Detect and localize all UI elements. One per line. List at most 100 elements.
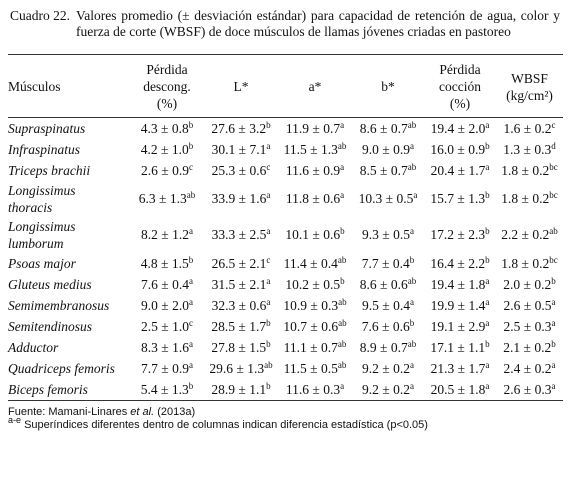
table-row: Longissimus thoracis 6.3 ± 1.3ab 33.9 ± 1.6… [8, 181, 563, 217]
cell-value: 1.6 ± 0.2 [503, 120, 552, 136]
cell-value: 17.1 ± 1.1 [430, 339, 486, 355]
value-cell: 2.5 ± 1.0c [130, 316, 204, 337]
cell-value: 8.5 ± 0.7 [359, 162, 408, 178]
significance-note: a-e Superíndices diferentes dentro de co… [8, 416, 570, 432]
muscle-name: Supraspinatus [8, 118, 130, 140]
cell-value: 11.1 ± 0.7 [283, 339, 338, 355]
header-line: (%) [156, 96, 178, 111]
cell-value: 11.4 ± 0.4 [283, 255, 338, 271]
source-text: Fuente: Mamani-Linares [8, 406, 128, 418]
cell-value: 9.0 ± 0.9 [362, 141, 410, 157]
name-line: Supraspinatus [8, 121, 86, 136]
header-line: a* [308, 79, 322, 94]
cell-superscript: ab [338, 317, 347, 328]
header-line: b* [381, 79, 395, 94]
name-line: Psoas major [8, 256, 76, 271]
name-line: lumborum [8, 236, 64, 251]
cell-value: 16.0 ± 0.9 [430, 141, 486, 157]
name-line: Adductor [8, 340, 59, 355]
value-cell: 19.4 ± 2.0a [424, 118, 496, 140]
cell-superscript: a [485, 359, 490, 370]
header-line: cocción [439, 79, 481, 94]
cell-superscript: d [551, 140, 556, 151]
cell-value: 10.3 ± 0.5 [358, 191, 414, 206]
value-cell: 7.7 ± 0.4b [352, 253, 424, 274]
cell-superscript: a [551, 380, 556, 391]
value-cell: 4.3 ± 0.8b [130, 118, 204, 140]
cell-value: 20.4 ± 1.7 [430, 162, 486, 178]
cell-superscript: a [551, 317, 556, 328]
value-cell: 17.1 ± 1.1b [424, 337, 496, 358]
cell-value: 9.5 ± 0.4 [362, 297, 410, 313]
cell-superscript: a [188, 226, 193, 236]
name-line: thoracis [8, 200, 53, 215]
cell-value: 2.5 ± 0.3 [503, 318, 552, 334]
value-cell: 7.6 ± 0.6b [352, 316, 424, 337]
cell-superscript: ab [407, 338, 417, 349]
cell-superscript: a [409, 380, 414, 391]
cell-superscript: a [409, 359, 414, 370]
cell-value: 16.4 ± 2.2 [430, 255, 486, 271]
value-cell: 8.2 ± 1.2a [130, 217, 204, 253]
table-row: Semimembranosus 9.0 ± 2.0a 32.3 ± 0.6a 10.9… [8, 295, 563, 316]
name-line: Triceps brachii [8, 163, 91, 178]
cell-value: 1.8 ± 0.2 [501, 255, 550, 271]
muscle-name: Biceps femoris [8, 379, 130, 401]
value-cell: 4.2 ± 1.0b [130, 139, 204, 160]
cell-superscript: b [188, 254, 194, 265]
value-cell: 2.2 ± 0.2ab [496, 217, 563, 253]
cell-value: 8.9 ± 0.7 [359, 339, 408, 355]
value-cell: 9.5 ± 0.4a [352, 295, 424, 316]
value-cell: 9.0 ± 0.9a [352, 139, 424, 160]
cell-superscript: a [188, 275, 193, 286]
table-row: Adductor 8.3 ± 1.6a 27.8 ± 1.5b 11.1 ± 0.7a… [8, 337, 563, 358]
source-year: (2013a) [157, 406, 196, 418]
cell-superscript: b [340, 275, 345, 286]
muscle-name: Semimembranosus [8, 295, 130, 316]
column-header: L* [204, 55, 278, 118]
cell-value: 2.5 ± 1.0 [141, 318, 189, 334]
header-line: descong. [143, 79, 191, 94]
cell-superscript: c [188, 161, 193, 172]
header-line: L* [233, 79, 249, 94]
table-row: Supraspinatus 4.3 ± 0.8b 27.6 ± 3.2b 11.9 ±… [8, 118, 563, 140]
value-cell: 4.8 ± 1.5b [130, 253, 204, 274]
value-cell: 10.9 ± 0.3ab [278, 295, 352, 316]
value-cell: 25.3 ± 0.6c [204, 160, 278, 181]
cell-superscript: ab [407, 161, 417, 172]
cell-superscript: a [266, 296, 271, 307]
column-header: WBSF (kg/cm²) [496, 55, 563, 118]
value-cell: 16.4 ± 2.2b [424, 253, 496, 274]
value-cell: 2.0 ± 0.2b [496, 274, 563, 295]
cell-superscript: b [266, 338, 271, 349]
cell-superscript: b [266, 380, 271, 391]
cell-value: 2.6 ± 0.3 [503, 381, 552, 397]
value-cell: 33.9 ± 1.6a [204, 181, 278, 217]
value-cell: 1.6 ± 0.2c [496, 118, 563, 140]
value-cell: 33.3 ± 2.5a [204, 217, 278, 253]
name-line: Semimembranosus [8, 298, 110, 313]
cell-value: 7.7 ± 0.9 [141, 360, 189, 376]
cell-superscript: b [188, 119, 194, 130]
value-cell: 2.1 ± 0.2b [496, 337, 563, 358]
cell-value: 8.6 ± 0.6 [359, 276, 408, 292]
muscle-name: Longissimus lumborum [8, 217, 130, 253]
muscle-name: Adductor [8, 337, 130, 358]
data-table: Músculos Pérdida descong. (%) L* a* b* Pérdida c… [8, 54, 563, 401]
caption-label: Cuadro 22. [10, 8, 70, 23]
cell-value: 2.6 ± 0.9 [141, 162, 189, 178]
cell-superscript: a [485, 380, 490, 391]
value-cell: 20.5 ± 1.8a [424, 379, 496, 401]
cell-value: 11.5 ± 0.5 [283, 360, 338, 376]
cell-superscript: ab [338, 296, 347, 307]
cell-superscript: a [188, 338, 193, 349]
value-cell: 8.9 ± 0.7ab [352, 337, 424, 358]
cell-value: 28.9 ± 1.1 [211, 381, 267, 397]
cell-value: 10.9 ± 0.3 [283, 297, 339, 313]
cell-value: 2.6 ± 0.5 [503, 297, 552, 313]
cell-superscript: b [409, 317, 415, 328]
cell-superscript: a [485, 119, 490, 130]
value-cell: 28.9 ± 1.1b [204, 379, 278, 401]
cell-value: 19.1 ± 2.9 [430, 318, 486, 334]
cell-superscript: ab [337, 359, 347, 370]
